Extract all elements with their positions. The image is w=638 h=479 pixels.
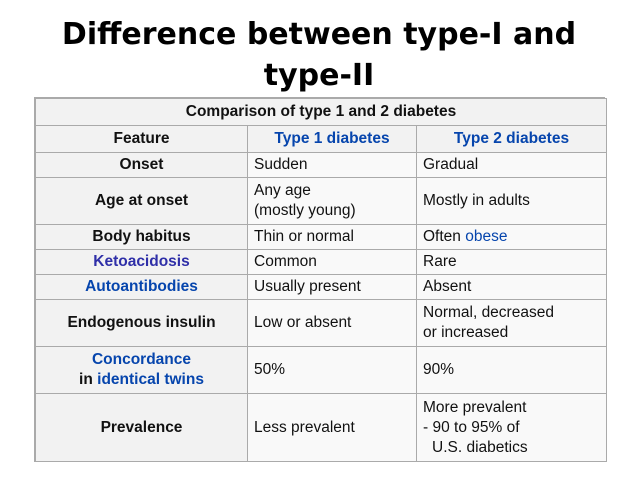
slide-title-line-1: Difference between type-I and [61,17,577,52]
row-type1-line: (mostly young) [254,202,356,219]
header-type1-link[interactable]: Type 1 diabetes [247,125,417,153]
row-type2-line: - 90 to 95% of [423,418,520,436]
table-row: Onset Sudden Gradual [35,152,607,178]
table-row: Ketoacidosis Common Rare [35,249,607,275]
row-type2-value: Rare [416,249,607,275]
table-caption-row: Comparison of type 1 and 2 diabetes [35,98,607,126]
row-type1-value: 50% [247,346,417,394]
comparison-table: Comparison of type 1 and 2 diabetes Feat… [34,97,607,462]
row-type1-value: Sudden [247,152,417,178]
comparison-table-grid: Comparison of type 1 and 2 diabetes Feat… [35,98,607,462]
table-row: Autoantibodies Usually present Absent [35,274,607,300]
table-header-row: Feature Type 1 diabetes Type 2 diabetes [35,125,607,153]
row-type2-value: Normal, decreased or increased [416,299,607,347]
row-type2-line: More prevalent [423,398,527,416]
row-type2-value: Often obese [416,224,607,250]
row-type2-line: or increased [423,324,509,341]
header-feature: Feature [35,125,248,153]
identical-twins-link[interactable]: identical twins [97,371,204,388]
row-type1-line: Any age [254,182,311,199]
row-type2-value: More prevalent - 90 to 95% of U.S. diabe… [416,393,607,462]
row-type2-value: Mostly in adults [416,177,607,225]
row-type2-value: Absent [416,274,607,300]
row-type2-value: 90% [416,346,607,394]
row-feature: Onset [35,152,248,178]
row-type1-value: Usually present [247,274,417,300]
row-type1-value: Thin or normal [247,224,417,250]
row-type1-value: Any age (mostly young) [247,177,417,225]
row-type2-value: Gradual [416,152,607,178]
slide-title-line-2: type-II [263,58,375,93]
row-feature: Prevalence [35,393,248,462]
table-row: Concordance in identical twins 50% 90% [35,346,607,394]
autoantibodies-link[interactable]: Autoantibodies [35,274,248,300]
row-type1-value: Low or absent [247,299,417,347]
ketoacidosis-link[interactable]: Ketoacidosis [35,249,248,275]
row-type2-line: Normal, decreased [423,304,554,321]
table-row: Body habitus Thin or normal Often obese [35,224,607,250]
slide-title: Difference between type-I and type-II [0,14,638,96]
row-feature: Endogenous insulin [35,299,248,347]
row-type2-text: Often [423,228,466,245]
row-feature: Body habitus [35,224,248,250]
row-feature-text: in [79,371,98,388]
row-feature: Concordance in identical twins [35,346,248,394]
row-type1-value: Common [247,249,417,275]
row-feature-line: in identical twins [42,370,241,390]
concordance-link[interactable]: Concordance [91,351,192,368]
obese-link[interactable]: obese [465,228,508,245]
row-feature: Age at onset [35,177,248,225]
table-row: Endogenous insulin Low or absent Normal,… [35,299,607,347]
table-caption: Comparison of type 1 and 2 diabetes [35,98,607,126]
header-type2-link[interactable]: Type 2 diabetes [416,125,607,153]
table-row: Prevalence Less prevalent More prevalent… [35,393,607,462]
table-row: Age at onset Any age (mostly young) Most… [35,177,607,225]
row-type1-value: Less prevalent [247,393,417,462]
row-type2-line: U.S. diabetics [432,438,528,456]
